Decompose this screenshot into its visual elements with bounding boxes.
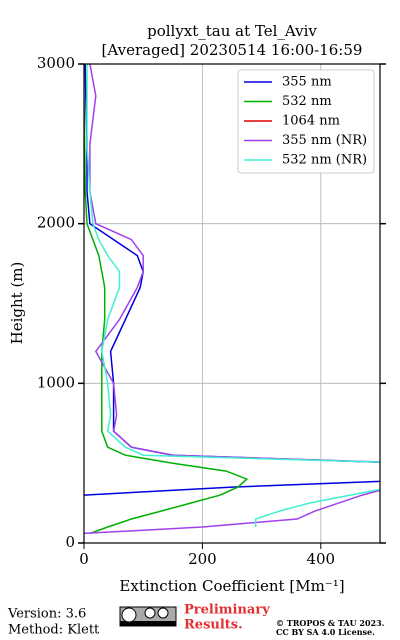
x-tick-label: 0 bbox=[79, 550, 89, 568]
legend-label: 355 nm bbox=[282, 75, 332, 90]
legend-label: 532 nm bbox=[282, 94, 332, 109]
profile-line bbox=[84, 64, 249, 535]
title: pollyxt_tau at Tel_Aviv bbox=[147, 22, 317, 40]
x-tick-label: 400 bbox=[306, 550, 335, 568]
method: Method: Klett bbox=[8, 623, 100, 638]
legend-label: 355 nm (NR) bbox=[282, 133, 367, 148]
profile-line bbox=[86, 64, 380, 527]
legend-label: 532 nm (NR) bbox=[282, 153, 367, 168]
version: Version: 3.6 bbox=[7, 607, 86, 622]
y-tick-label: 1000 bbox=[37, 373, 75, 391]
legend-box bbox=[237, 69, 375, 174]
x-tick-label: 200 bbox=[188, 550, 217, 568]
title: [Averaged] 20230514 16:00-16:59 bbox=[102, 41, 363, 59]
legend-label: 1064 nm bbox=[282, 114, 340, 129]
plot-lines bbox=[84, 64, 380, 535]
plot-frame bbox=[83, 63, 381, 544]
y-label: Height (m) bbox=[8, 262, 26, 345]
x-label: Extinction Coefficient [Mm⁻¹] bbox=[119, 577, 344, 595]
license: CC BY SA 4.0 License. bbox=[276, 627, 375, 637]
cc-badge bbox=[119, 606, 177, 627]
license: © TROPOS & TAU 2023. bbox=[276, 618, 385, 628]
y-tick-label: 0 bbox=[65, 533, 75, 551]
preliminary: Preliminary bbox=[184, 603, 270, 618]
y-tick-label: 3000 bbox=[37, 54, 75, 72]
profile-line bbox=[84, 64, 380, 535]
preliminary: Results. bbox=[184, 618, 243, 633]
profile-line bbox=[84, 64, 380, 496]
y-tick-label: 2000 bbox=[37, 214, 75, 232]
